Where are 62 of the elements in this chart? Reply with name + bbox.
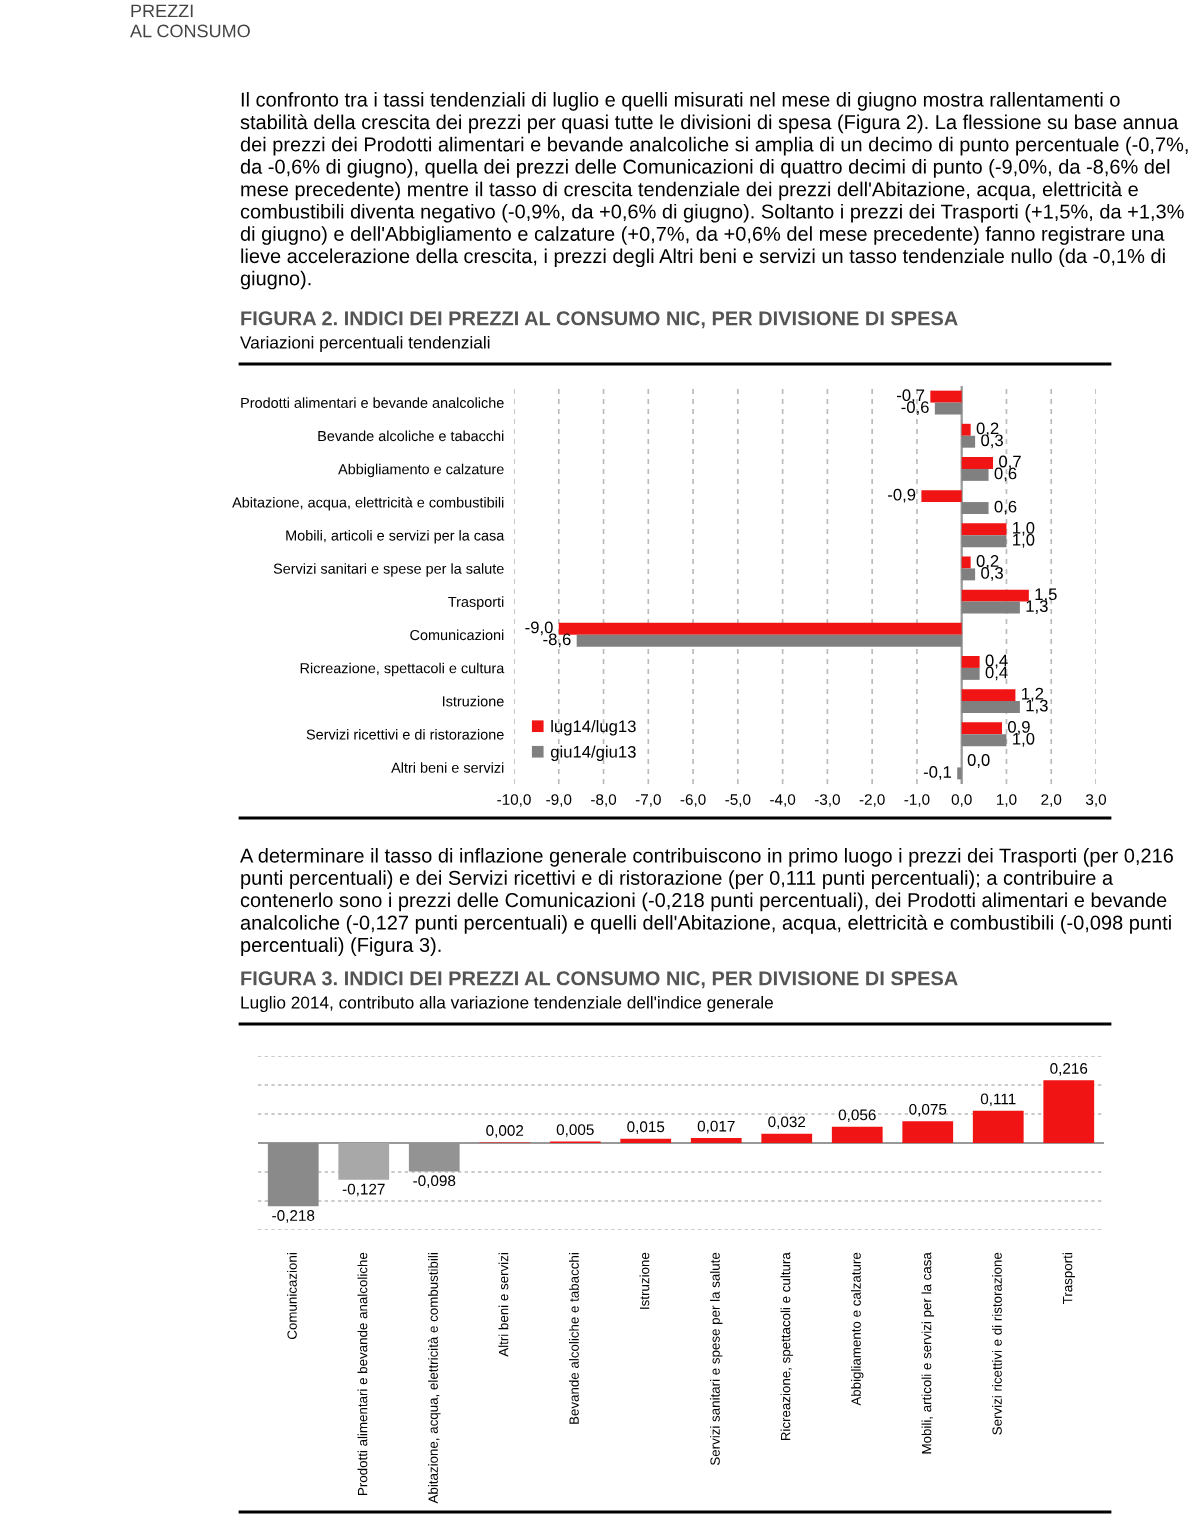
- chart-title: FIGURA 3. INDICI DEI PREZZI AL CONSUMO NIC, PER DIVISIONE DI SPESA: [241, 971, 958, 989]
- text: Variazioni percentuali tendenziali: [240, 335, 490, 353]
- bar: [961, 689, 1016, 702]
- bar: [961, 456, 994, 469]
- text: PREZZI AL CONSUMO: [130, 4, 250, 38]
- bar: [961, 722, 1002, 735]
- bar: [961, 468, 989, 481]
- bar: [961, 502, 989, 515]
- data-label: 1,3: [1026, 699, 1048, 714]
- data-label: -8,6: [543, 633, 571, 648]
- bar: [1043, 1080, 1095, 1143]
- bar: [761, 1133, 813, 1143]
- bar: [267, 1143, 319, 1207]
- bar: [961, 423, 971, 436]
- data-label: 0,4: [985, 654, 1008, 669]
- data-label: 1,0: [1013, 732, 1035, 747]
- chart-title: FIGURA 2. INDICI DEI PREZZI AL CONSUMO NIC, PER DIVISIONE DI SPESA: [241, 311, 958, 329]
- data-label: 0,2: [976, 422, 999, 437]
- bar: [921, 490, 962, 503]
- data-label: 1,0: [1013, 521, 1035, 536]
- data-label: 0,0: [967, 754, 990, 768]
- bar: [831, 1126, 883, 1143]
- data-label: -0,6: [901, 401, 929, 415]
- legend-label: lug14/lug13: [551, 719, 636, 736]
- data-label: 0,7: [999, 455, 1021, 470]
- data-label: -0,1: [923, 766, 952, 780]
- bar: [961, 667, 980, 680]
- text: A determinare il tasso di inflazione generale contribuiscono in primo luogo i prezzi dei Trasporti (per 0,216 punti percentuali) e dei Servizi ricettivi e di ristorazione (per 0,111 punti percentuali); a contribuire a contenerlo sono i prezzi delle Comunicazioni (-0,218 punti percentuali), dei Prodotti alimentari e bevande analcoliche (-0,127 punti percentuali) e quelli dell'Abitazione, acqua, elettricità e combustibili (-0,098 punti percentuali) (Figura 3).: [240, 848, 1173, 957]
- bar: [961, 655, 980, 668]
- bar: [902, 1121, 954, 1143]
- data-label: 0,4: [985, 666, 1008, 681]
- bar: [961, 523, 1007, 536]
- bar: [961, 435, 976, 448]
- data-label: 1,2: [1022, 687, 1044, 702]
- bar: [961, 601, 1020, 614]
- data-label: -0,9: [888, 488, 916, 503]
- data-label: 0,6: [994, 500, 1017, 515]
- data-label: -9,0: [525, 621, 553, 636]
- bar: [930, 390, 962, 403]
- data-label: 1,5: [1035, 588, 1057, 603]
- bar: [961, 589, 1029, 602]
- bar: [961, 568, 976, 581]
- legend-label: giu14/giu13: [550, 745, 636, 762]
- data-label: 1,3: [1026, 600, 1048, 614]
- data-label: 0,2: [976, 555, 999, 569]
- data-label: 0,3: [981, 567, 1003, 581]
- bar: [558, 622, 962, 635]
- chart-subtitle: Luglio 2014, contributo alla variazione tendenziale dell'indice generale: [241, 995, 773, 1013]
- bar: [972, 1110, 1024, 1143]
- bar: [934, 402, 962, 415]
- data-label: 0,3: [981, 434, 1003, 449]
- bar: [961, 701, 1020, 714]
- bar: [576, 634, 962, 647]
- data-label: 1,0: [1013, 533, 1035, 548]
- data-label: -0,7: [897, 389, 925, 404]
- bar: [961, 734, 1007, 747]
- text: Il confronto tra i tassi tendenziali di luglio e quelli misurati nel mese di giugno mostra rallentamenti o stabilità della crescita dei prezzi per quasi tutte le divisioni di spesa (Figura 2). La flessione su base annua dei prezzi dei Prodotti alimentari e bevande analcoliche si amplia di un decimo di punto percentuale (-0,7%, da -0,6% di giugno), quella dei prezzi delle Comunicazioni di quattro decimi di punto (-9,0%, da -8,6% del mese precedente) mentre il tasso di crescita tendenziale dei prezzi dell'Abitazione, acqua, elettricità e combustibili diventa negativo (-0,9%, da +0,6% di giugno). Soltanto i prezzi dei Trasporti (+1,5%, da +1,3% di giugno) e dell'Abbigliamento e calzature (+0,7%, da +0,6% del mese precedente) fanno registrare una lieve accelerazione della crescita, i prezzi degli Altri beni e servizi un tasso tendenziale nullo (da -0,1% di giugno).: [240, 92, 1188, 290]
- bar: [338, 1143, 390, 1180]
- data-label: 0,6: [994, 467, 1017, 482]
- data-label: 0,9: [1008, 720, 1030, 735]
- bar: [961, 535, 1007, 548]
- bar: [961, 556, 971, 569]
